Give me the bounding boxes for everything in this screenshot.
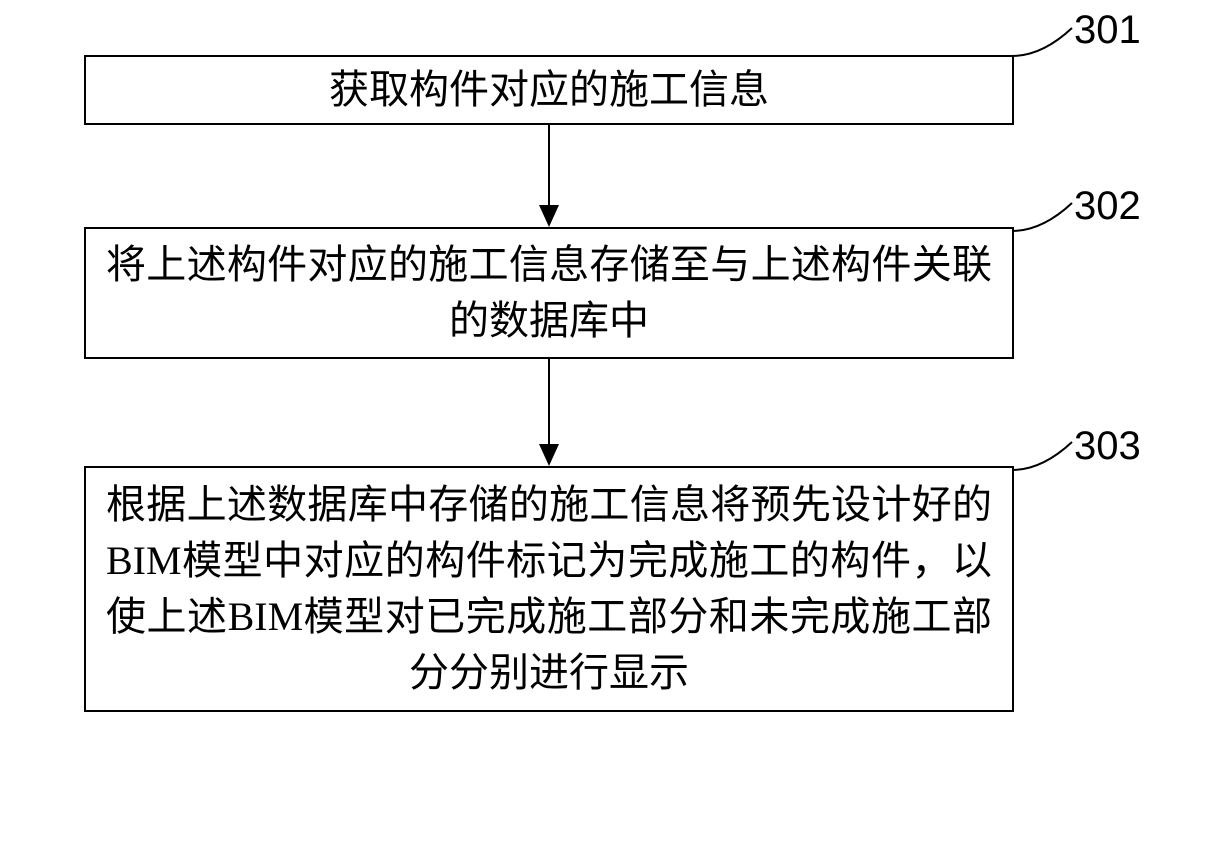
flow-step-301: 获取构件对应的施工信息 [84,55,1014,125]
step-label-301: 301 [1074,8,1141,53]
arrow-301-to-302 [535,125,563,229]
flowchart-container: 获取构件对应的施工信息 301 将上述构件对应的施工信息存储至与上述构件关联的数… [0,0,1214,855]
flow-step-303: 根据上述数据库中存储的施工信息将预先设计好的BIM模型中对应的构件标记为完成施工… [84,466,1014,712]
flow-step-301-text: 获取构件对应的施工信息 [329,62,769,118]
flow-step-302-text: 将上述构件对应的施工信息存储至与上述构件关联的数据库中 [106,237,992,349]
leader-line-301 [1012,20,1082,60]
flow-step-302: 将上述构件对应的施工信息存储至与上述构件关联的数据库中 [84,227,1014,359]
arrow-302-to-303 [535,359,563,468]
leader-line-302 [1012,195,1082,235]
step-label-303: 303 [1074,424,1141,469]
flow-step-303-text: 根据上述数据库中存储的施工信息将预先设计好的BIM模型中对应的构件标记为完成施工… [106,477,992,701]
leader-line-303 [1012,434,1082,474]
step-label-302: 302 [1074,184,1141,229]
